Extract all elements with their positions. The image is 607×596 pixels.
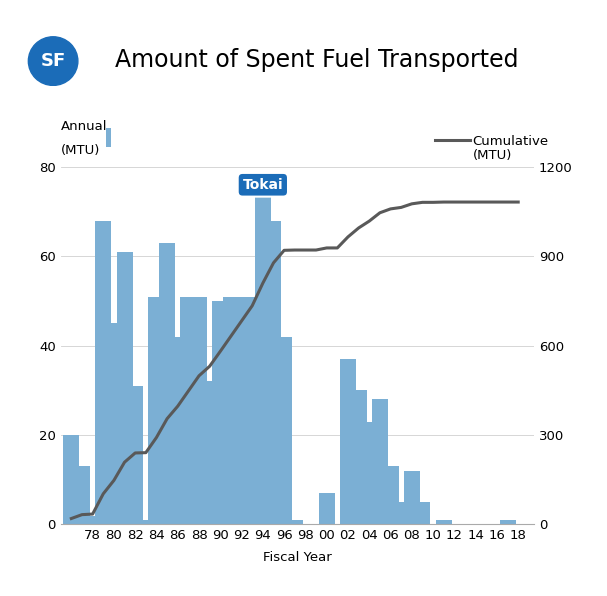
- Text: (MTU): (MTU): [61, 144, 100, 157]
- Bar: [393, 502, 409, 524]
- Bar: [319, 493, 334, 524]
- Bar: [255, 185, 271, 524]
- Bar: [212, 301, 228, 524]
- Bar: [202, 381, 218, 524]
- Bar: [244, 296, 260, 524]
- Bar: [95, 221, 111, 524]
- Bar: [170, 337, 186, 524]
- Bar: [351, 390, 367, 524]
- Bar: [436, 520, 452, 524]
- Text: Tokai: Tokai: [243, 178, 283, 192]
- FancyBboxPatch shape: [106, 128, 111, 147]
- Bar: [500, 520, 515, 524]
- Text: Annual: Annual: [61, 120, 107, 134]
- Text: Cumulative: Cumulative: [473, 135, 549, 148]
- Bar: [276, 337, 292, 524]
- Bar: [372, 399, 388, 524]
- Bar: [382, 466, 399, 524]
- Text: SF: SF: [41, 52, 66, 70]
- Bar: [234, 296, 249, 524]
- Text: (MTU): (MTU): [473, 149, 512, 162]
- Bar: [404, 471, 420, 524]
- Bar: [63, 435, 80, 524]
- Bar: [106, 323, 122, 524]
- Bar: [84, 516, 101, 524]
- Bar: [117, 252, 132, 524]
- Bar: [149, 296, 164, 524]
- X-axis label: Fiscal Year: Fiscal Year: [263, 551, 332, 564]
- Bar: [159, 243, 175, 524]
- Bar: [180, 296, 196, 524]
- Bar: [74, 466, 90, 524]
- Bar: [191, 296, 207, 524]
- Bar: [415, 502, 430, 524]
- Circle shape: [29, 37, 78, 85]
- Bar: [223, 296, 239, 524]
- Bar: [340, 359, 356, 524]
- Bar: [138, 520, 154, 524]
- Bar: [265, 221, 282, 524]
- Bar: [287, 520, 303, 524]
- Bar: [361, 422, 377, 524]
- Bar: [127, 386, 143, 524]
- Text: Amount of Spent Fuel Transported: Amount of Spent Fuel Transported: [115, 48, 519, 72]
